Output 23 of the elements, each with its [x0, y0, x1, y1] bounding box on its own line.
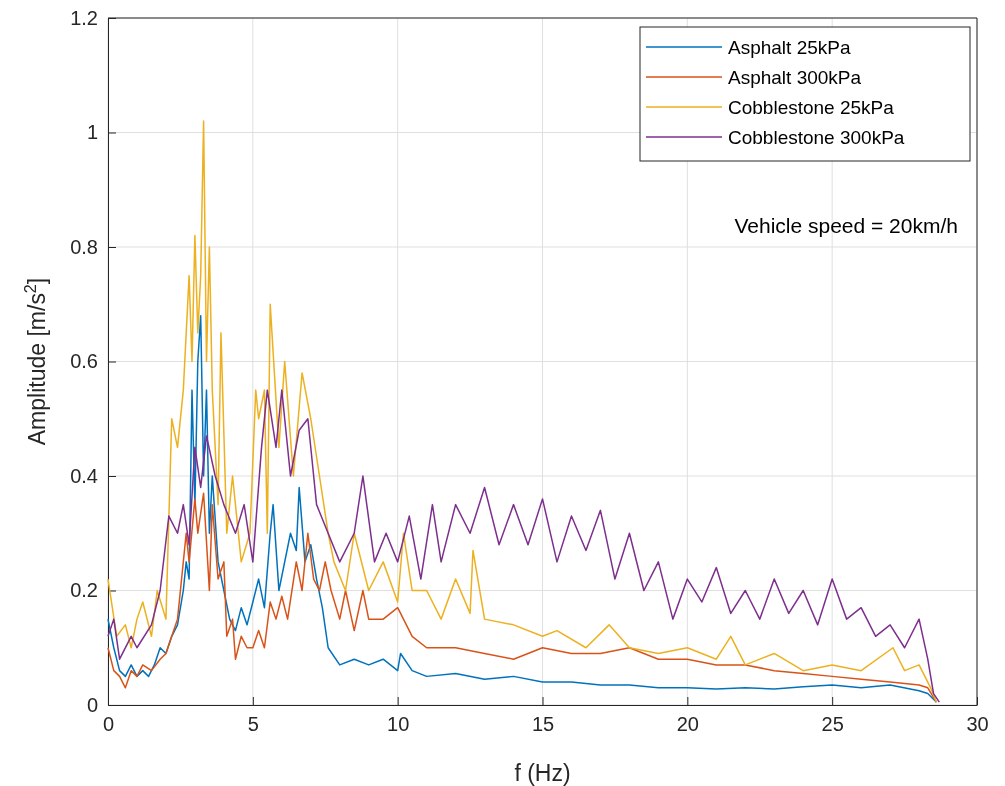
x-tick-label: 30 — [966, 713, 989, 736]
legend-label: Cobblestone 25kPa — [728, 97, 895, 118]
y-tick-label: 0.2 — [70, 579, 98, 602]
y-tick-label: 1 — [86, 121, 98, 144]
x-tick-label: 5 — [247, 713, 259, 736]
x-tick-label: 15 — [531, 713, 555, 736]
y-tick-label: 0.8 — [70, 235, 98, 258]
y-tick-label: 0.6 — [70, 350, 98, 373]
y-tick-label: 0.4 — [70, 464, 98, 487]
line-series — [107, 314, 938, 703]
x-tick-label: 20 — [676, 713, 699, 736]
line-series — [107, 492, 938, 703]
x-tick-label: 0 — [102, 713, 115, 736]
y-tick-label: 0 — [86, 693, 98, 716]
x-axis-title: f (Hz) — [514, 760, 571, 786]
x-tick-label: 10 — [387, 713, 410, 736]
legend-label: Cobblestone 300kPa — [728, 127, 905, 148]
line-series — [107, 389, 941, 703]
y-tick-label: 1.2 — [70, 6, 98, 29]
annotation: Vehicle speed = 20km/h — [734, 214, 958, 237]
x-tick-label: 25 — [821, 713, 844, 736]
legend-label: Asphalt 25kPa — [728, 37, 851, 58]
legend-label: Asphalt 300kPa — [728, 67, 862, 88]
